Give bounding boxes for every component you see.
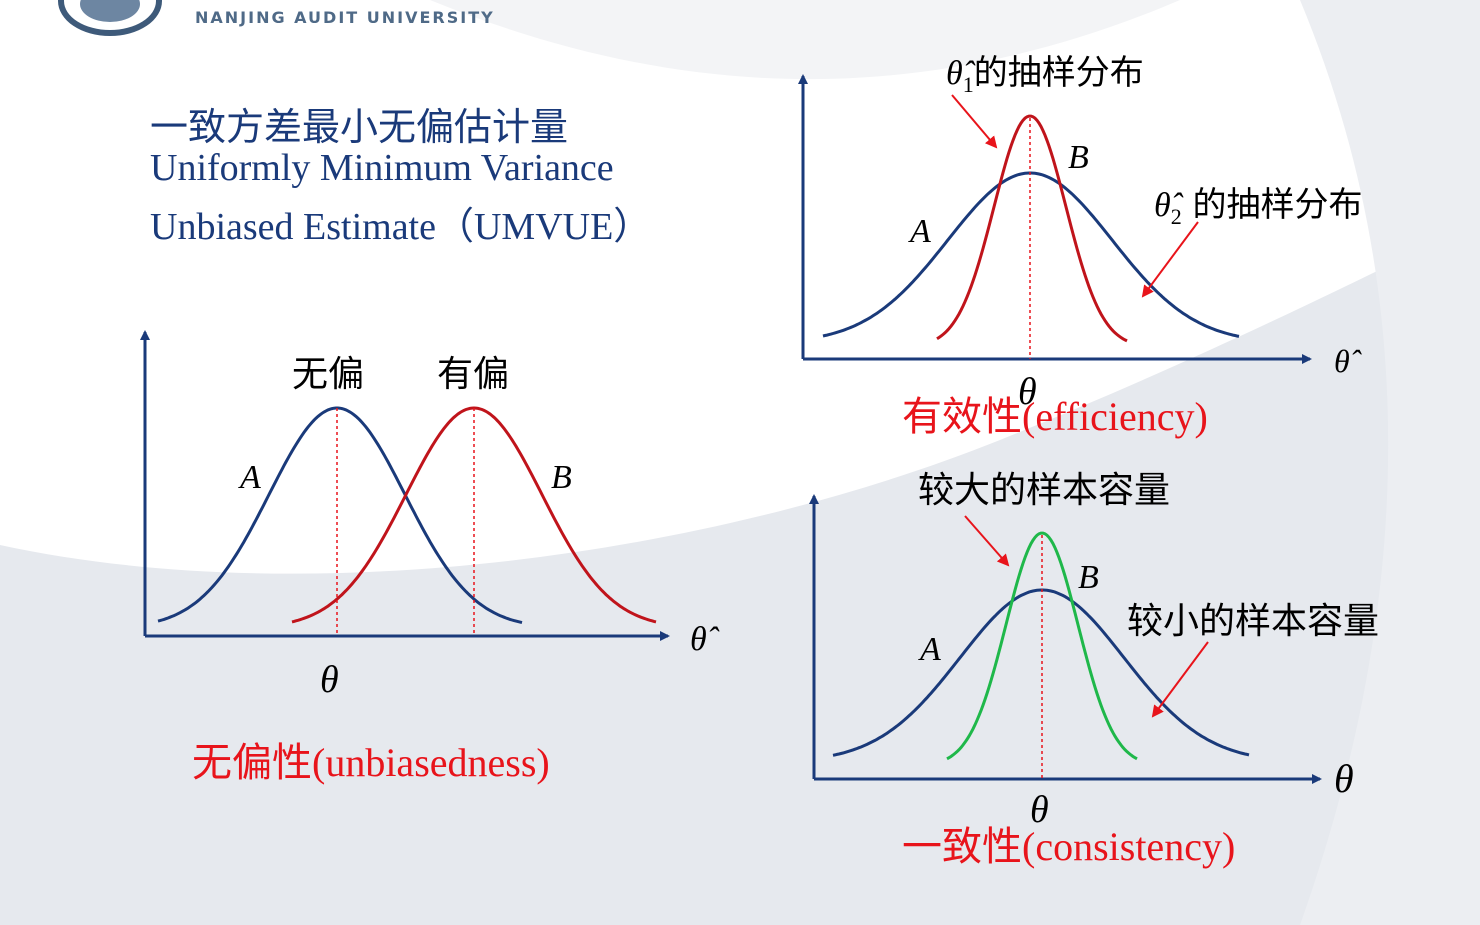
efficiency-tick-theta: θ — [1018, 371, 1037, 413]
efficiency-curve-b — [936, 114, 1128, 343]
efficiency-label-theta2: θ̂2 的抽样分布 — [1154, 185, 1363, 229]
large-sample-label: 较大的样本容量 — [918, 470, 1170, 511]
label-unbiased: 无偏 — [292, 354, 364, 395]
efficiency-arrow-theta1 — [951, 94, 998, 149]
unbiasedness-curve-a — [157, 406, 523, 625]
slide-title-english-line1: Uniformly Minimum Variance — [150, 147, 614, 189]
consistency-arrow-small — [1151, 641, 1209, 718]
consistency-panel: 较大的样本容量 较小的样本容量 B A θ θ 一致性(consistency) — [809, 470, 1379, 870]
efficiency-panel: θ̂1的抽样分布 θ̂2 的抽样分布 B A θ θ̂ 有效性(efficien… — [798, 53, 1363, 440]
unbiasedness-caption-cn: 无偏性 — [192, 740, 312, 786]
theta2-subscript: 2 — [1171, 204, 1182, 229]
unbiasedness-panel: 无偏 有偏 A B θ θ̂ 无偏性(unbiasedness) — [140, 330, 720, 786]
slide-title-chinese: 一致方差最小无偏估计量 — [150, 105, 569, 149]
consistency-curve-b — [946, 531, 1138, 761]
unbiasedness-label-b: B — [551, 459, 572, 496]
efficiency-label-a: A — [908, 213, 931, 250]
efficiency-axis-theta-hat: θ̂ — [1334, 343, 1362, 379]
theta1-subscript: 1 — [963, 72, 974, 97]
consistency-label-a: A — [918, 631, 941, 668]
consistency-caption-cn: 一致性 — [902, 824, 1022, 870]
small-sample-label: 较小的样本容量 — [1127, 601, 1379, 642]
unbiasedness-tick-theta: θ — [320, 659, 339, 701]
consistency-caption: 一致性(consistency) — [902, 824, 1235, 870]
efficiency-caption: 有效性(efficiency) — [902, 394, 1208, 440]
unbiasedness-caption: 无偏性(unbiasedness) — [192, 740, 550, 786]
efficiency-caption-cn: 有效性 — [902, 394, 1022, 440]
consistency-caption-en: (consistency) — [1022, 824, 1235, 869]
slide-title-english-line2: Unbiased Estimate（UMVUE） — [150, 206, 652, 248]
consistency-curve-a — [832, 588, 1250, 757]
efficiency-curve-a — [822, 171, 1240, 338]
theta1-text: 的抽样分布 — [974, 53, 1144, 93]
consistency-tick-theta: θ — [1030, 789, 1049, 831]
consistency-arrow-large — [964, 515, 1010, 567]
unbiasedness-label-a: A — [238, 459, 261, 496]
university-name: NANJING AUDIT UNIVERSITY — [195, 8, 495, 27]
unbiasedness-axis-theta-hat: θ̂ — [690, 621, 720, 658]
efficiency-arrow-theta2 — [1141, 221, 1199, 298]
theta2-text: 的抽样分布 — [1182, 185, 1363, 225]
consistency-axis-theta: θ — [1334, 756, 1354, 801]
label-biased: 有偏 — [437, 354, 509, 395]
efficiency-label-theta1: θ̂1的抽样分布 — [946, 53, 1144, 97]
efficiency-label-b: B — [1068, 139, 1089, 176]
consistency-label-b: B — [1078, 559, 1099, 596]
efficiency-caption-en: (efficiency) — [1022, 394, 1208, 439]
unbiasedness-caption-en: (unbiasedness) — [312, 740, 550, 785]
logo-emblem — [80, 0, 140, 22]
